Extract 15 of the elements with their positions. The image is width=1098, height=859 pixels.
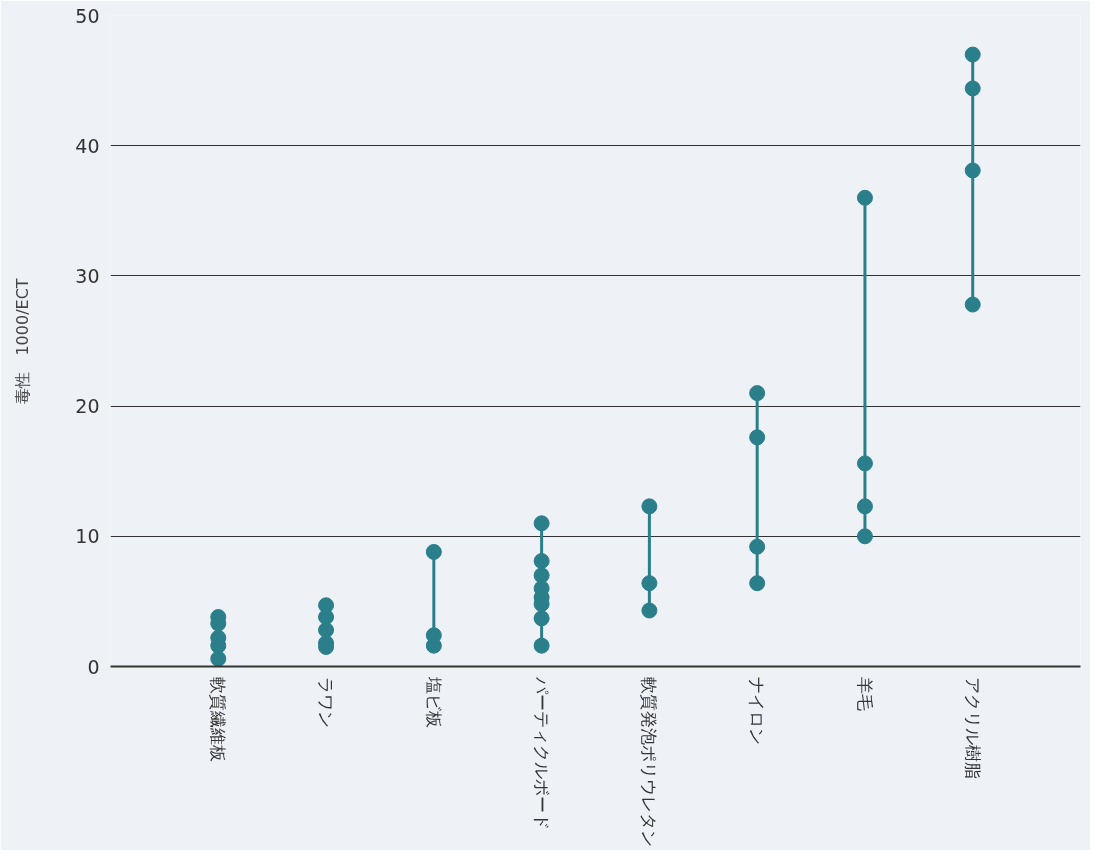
x-tick-label: ラワン (316, 677, 337, 729)
y-tick-label: 10 (75, 525, 100, 548)
y-tick-label: 20 (75, 395, 100, 418)
x-tick-label: パーティクルボード (531, 676, 552, 831)
y-tick-label: 40 (75, 134, 100, 157)
x-tick-label: 羊毛 (854, 677, 875, 712)
y-tick-label: 0 (87, 655, 100, 678)
y-tick-label: 50 (75, 4, 100, 27)
x-tick-label: 軟質発泡ポリウレタン (639, 677, 660, 848)
x-tick-label: 塩ビ板 (423, 676, 444, 729)
x-tick-label: 軟質繊維板 (208, 677, 229, 763)
x-tick-label: アクリル樹脂 (962, 677, 983, 780)
y-axis-title: 毒性 1000/ECT (13, 278, 33, 404)
x-tick-label: ナイロン (747, 677, 768, 746)
y-tick-label: 30 (75, 264, 100, 287)
